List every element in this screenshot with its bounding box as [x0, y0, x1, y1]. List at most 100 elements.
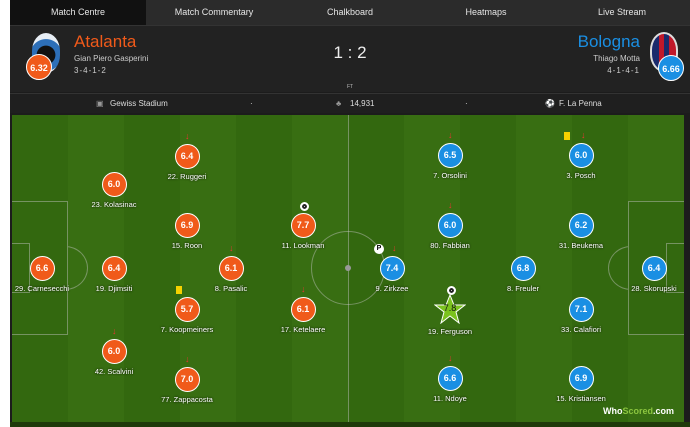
player-rating: 6.6: [437, 366, 463, 391]
player-rating: 6.2: [568, 213, 594, 238]
player-away[interactable]: 6.4 28. Skorupski: [614, 256, 684, 293]
right-six-yard-box: [666, 243, 684, 293]
home-manager: Gian Piero Gasperini: [74, 54, 149, 63]
player-name: 7. Orsolini: [433, 171, 467, 180]
player-away[interactable]: 6.6 11. Ndoye ↓: [410, 354, 490, 404]
player-rating: 7.4: [379, 256, 405, 281]
player-name: 31. Beukema: [558, 241, 604, 250]
player-home[interactable]: 6.9 15. Roon: [147, 213, 227, 250]
home-team-name[interactable]: Atalanta: [74, 32, 137, 51]
player-home[interactable]: 7.7 11. Lookman: [263, 202, 343, 250]
yellow-card-icon: [564, 132, 570, 140]
player-rating: 6.9: [568, 366, 594, 391]
attendance: 14,931: [350, 99, 375, 108]
player-name: 42. Scalvini: [94, 367, 134, 376]
tab-chalkboard[interactable]: Chalkboard: [326, 7, 374, 17]
tab-live-stream[interactable]: Live Stream: [597, 7, 647, 17]
home-team-rating: 6.32: [26, 54, 52, 80]
player-home[interactable]: 6.0 23. Kolasinac: [74, 172, 154, 209]
substituted-off-arrow-icon: ↓: [229, 243, 234, 253]
player-rating: 6.4: [641, 256, 667, 281]
player-name: 11. Lookman: [281, 241, 325, 250]
player-home[interactable]: 6.1 8. Pasalic ↓: [191, 244, 271, 294]
substituted-off-arrow-icon: ↓: [448, 200, 453, 210]
man-of-the-match-star-icon: 7.8: [434, 294, 466, 324]
player-name: 9. Zirkzee: [375, 284, 409, 293]
player-name: 19. Ferguson: [427, 327, 473, 336]
player-home[interactable]: 6.0 42. Scalvini ↓: [74, 327, 154, 377]
player-rating: 7.1: [568, 297, 594, 322]
player-name: 33. Calafiori: [560, 325, 602, 334]
substituted-off-arrow-icon: ↓: [185, 354, 190, 364]
home-formation: 3-4-1-2: [74, 66, 107, 75]
substitutes-strip: [10, 422, 690, 427]
match-status: FT: [346, 84, 354, 90]
referee-icon: ⚽: [545, 99, 555, 108]
player-rating: 7.0: [174, 367, 200, 392]
tab-heatmaps[interactable]: Heatmaps: [465, 7, 507, 17]
player-home[interactable]: 6.6 29. Carnesecchi: [12, 256, 82, 293]
player-rating: 6.0: [101, 339, 127, 364]
player-away[interactable]: 6.8 8. Freuler: [483, 256, 563, 293]
away-team-name[interactable]: Bologna: [577, 32, 640, 51]
away-team-rating: 6.66: [658, 55, 684, 81]
player-rating: 6.4: [174, 144, 200, 169]
player-rating: 6.0: [568, 143, 594, 168]
team-header: 6.32 Atalanta Gian Piero Gasperini 3-4-1…: [10, 25, 690, 92]
player-name: 19. Djimsiti: [95, 284, 133, 293]
player-name: 15. Roon: [171, 241, 203, 250]
player-home[interactable]: 6.1 17. Ketelaere ↓: [263, 285, 343, 335]
substituted-off-arrow-icon: ↓: [448, 353, 453, 363]
player-name: 17. Ketelaere: [280, 325, 326, 334]
tab-bar: Match Centre Match Commentary Chalkboard…: [10, 0, 690, 25]
player-name: 80. Fabbian: [430, 241, 470, 250]
separator: ·: [250, 99, 253, 108]
player-away[interactable]: 6.2 31. Beukema: [541, 213, 621, 250]
player-away[interactable]: 7.1 33. Calafiori: [541, 297, 621, 334]
substituted-off-arrow-icon: ↓: [112, 326, 117, 336]
player-home[interactable]: 6.4 22. Ruggeri ↓: [147, 132, 227, 182]
substituted-off-arrow-icon: ↓: [448, 130, 453, 140]
stadium: Gewiss Stadium: [110, 99, 168, 108]
goal-ball-icon: [447, 286, 456, 295]
match-info-bar: ▣ Gewiss Stadium · ♣ 14,931 · ⚽ F. La Pe…: [10, 93, 690, 113]
player-rating: 6.1: [290, 297, 316, 322]
player-away[interactable]: 7.4 9. Zirkzee P ↓: [352, 244, 432, 293]
tab-match-commentary[interactable]: Match Commentary: [174, 7, 254, 17]
player-rating: 6.8: [510, 256, 536, 281]
away-manager: Thiago Motta: [593, 54, 640, 63]
player-rating: 6.6: [29, 256, 55, 281]
pitch: WhoScored.com 6.4 22. Ruggeri ↓ 6.0 23. Kola…: [12, 115, 684, 422]
attendance-icon: ♣: [336, 99, 342, 108]
substituted-off-arrow-icon: ↓: [392, 243, 397, 253]
stadium-icon: ▣: [96, 99, 104, 108]
referee: F. La Penna: [559, 99, 602, 108]
player-home[interactable]: 6.4 19. Djimsiti: [74, 256, 154, 293]
player-name: 23. Kolasinac: [91, 200, 137, 209]
player-away[interactable]: 6.9 15. Kristiansen: [541, 366, 621, 403]
player-away[interactable]: 6.0 3. Posch ↓: [541, 131, 621, 180]
player-home[interactable]: 5.7 7. Koopmeiners: [147, 286, 227, 334]
player-name: 29. Carnesecchi: [14, 284, 70, 293]
player-away[interactable]: 6.5 7. Orsolini ↓: [410, 131, 490, 181]
player-away[interactable]: 6.0 80. Fabbian ↓: [410, 201, 490, 251]
player-rating: 7.7: [290, 213, 316, 238]
player-name: 15. Kristiansen: [556, 394, 606, 403]
substituted-off-arrow-icon: ↓: [581, 130, 586, 140]
player-name: 8. Pasalic: [214, 284, 248, 293]
match-score: 1 : 2: [333, 43, 367, 62]
player-name: 7. Koopmeiners: [160, 325, 214, 334]
player-name: 3. Posch: [566, 171, 596, 180]
player-name: 8. Freuler: [506, 284, 540, 293]
match-centre: Match Centre Match Commentary Chalkboard…: [10, 0, 690, 427]
player-away[interactable]: 7.8 19. Ferguson: [410, 286, 490, 336]
player-rating: 6.9: [174, 213, 200, 238]
yellow-card-icon: [176, 286, 182, 294]
player-name: 77. Zappacosta: [161, 395, 213, 404]
player-home[interactable]: 7.0 77. Zappacosta ↓: [147, 355, 227, 405]
player-rating: 6.1: [218, 256, 244, 281]
tab-match-centre[interactable]: Match Centre: [10, 0, 146, 25]
player-rating: 6.0: [437, 213, 463, 238]
player-rating: 6.0: [101, 172, 127, 197]
player-rating: 5.7: [174, 297, 200, 322]
